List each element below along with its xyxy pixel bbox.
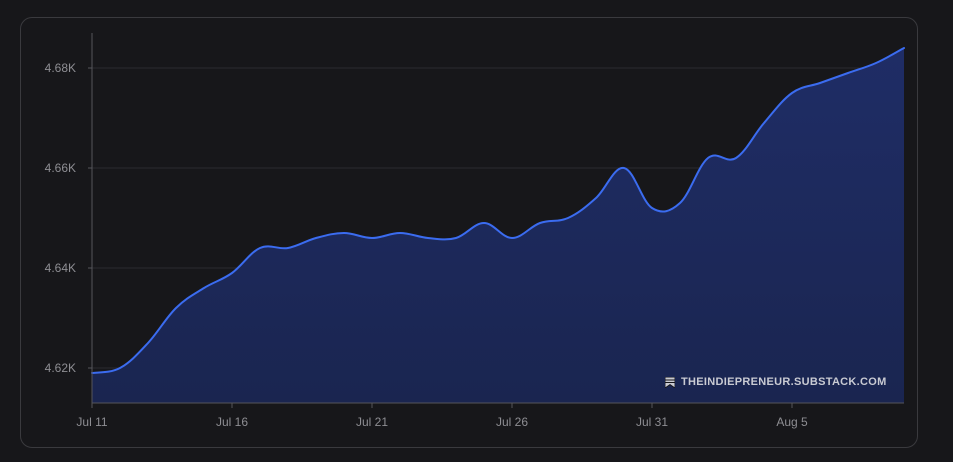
series-line [91,47,905,374]
x-tick-label: Jul 11 [76,415,107,429]
x-tick-label: Jul 26 [496,415,528,429]
y-tick-label: 4.68K [45,61,76,75]
y-tick-label: 4.66K [45,161,76,175]
axes [91,33,904,404]
series-area-fill [92,48,904,403]
y-axis-ticks: 4.62K 4.64K 4.66K 4.68K [45,61,92,375]
x-tick-label: Jul 31 [636,415,668,429]
y-tick-label: 4.64K [45,261,76,275]
x-axis-ticks: Jul 11 Jul 16 Jul 21 Jul 26 Jul 31 Aug 5 [76,403,808,429]
watermark: THEINDIEPRENEUR.SUBSTACK.COM [665,376,887,388]
plot-area [91,47,905,403]
x-tick-label: Jul 21 [356,415,388,429]
x-tick-label: Aug 5 [776,415,808,429]
y-tick-label: 4.62K [45,361,76,375]
bookmark-icon [665,376,675,388]
x-tick-label: Jul 16 [216,415,248,429]
watermark-text: THEINDIEPRENEUR.SUBSTACK.COM [681,376,887,388]
